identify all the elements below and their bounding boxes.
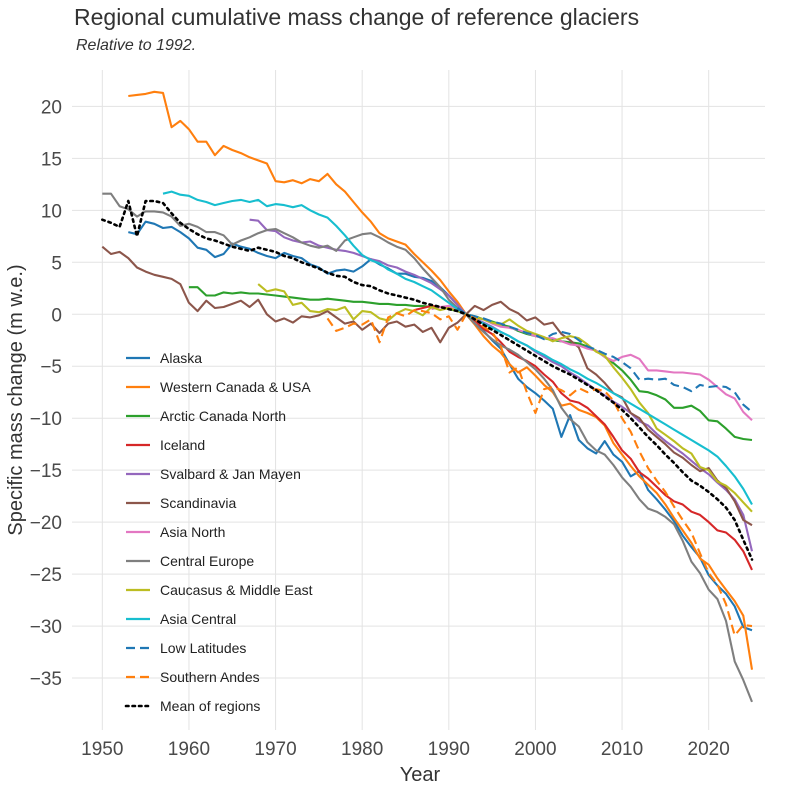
legend-label: Low Latitudes — [160, 640, 246, 656]
x-tick-label: 1970 — [254, 739, 296, 760]
x-axis-title: Year — [400, 764, 441, 786]
legend-label: Asia Central — [160, 611, 236, 627]
y-tick-label: 15 — [41, 149, 62, 170]
legend: Alaska Western Canada & USA Arctic Canada … — [124, 350, 313, 714]
y-axis-title: Specific mass change (m w.e.) — [5, 264, 27, 535]
legend-label: Iceland — [160, 437, 205, 453]
series-line-mean-of-regions — [101, 199, 754, 561]
series-line-asia-central — [162, 190, 753, 506]
legend-label: Alaska — [160, 350, 202, 366]
x-tick-label: 1960 — [168, 739, 210, 760]
series-line-southern-andes — [326, 309, 753, 637]
y-tick-label: −35 — [30, 669, 62, 690]
chart-title: Regional cumulative mass change of refer… — [74, 4, 640, 30]
legend-label: Asia North — [160, 524, 225, 540]
y-tick-label: 20 — [41, 97, 62, 118]
y-tick-label: −10 — [30, 409, 62, 430]
y-tick-label: 5 — [51, 253, 62, 274]
y-tick-label: 10 — [41, 201, 62, 222]
y-tick-label: −15 — [30, 461, 62, 482]
tick-labels: 1950 1960 1970 1980 1990 2000 2010 202020151050… — [30, 97, 730, 760]
x-tick-label: 1980 — [341, 739, 383, 760]
grid — [72, 70, 765, 730]
legend-label: Central Europe — [160, 553, 254, 569]
y-tick-label: −20 — [30, 513, 62, 534]
series-line-scandinavia — [101, 245, 753, 527]
legend-label: Scandinavia — [160, 495, 236, 511]
chart-subtitle: Relative to 1992. — [76, 37, 197, 54]
series-line-western-canada-usa — [128, 90, 754, 670]
legend-label: Mean of regions — [160, 698, 260, 714]
x-tick-label: 2010 — [601, 739, 643, 760]
y-tick-label: −25 — [30, 565, 62, 586]
y-tick-label: −30 — [30, 617, 62, 638]
series-line-caucasus-middle-east — [257, 283, 753, 513]
legend-label: Western Canada & USA — [160, 379, 311, 395]
x-tick-label: 1990 — [428, 739, 470, 760]
series-line-low-latitudes — [456, 307, 753, 413]
x-tick-label: 2020 — [688, 739, 730, 760]
legend-label: Arctic Canada North — [160, 408, 286, 424]
legend-label: Southern Andes — [160, 669, 260, 685]
series-line-central-europe — [102, 192, 753, 703]
legend-label: Svalbard & Jan Mayen — [160, 466, 301, 482]
series-lines — [101, 90, 754, 703]
y-tick-label: 0 — [51, 305, 62, 326]
x-tick-label: 2000 — [514, 739, 556, 760]
legend-label: Caucasus & Middle East — [160, 582, 313, 598]
x-tick-label: 1950 — [81, 739, 123, 760]
y-tick-label: −5 — [40, 357, 62, 378]
